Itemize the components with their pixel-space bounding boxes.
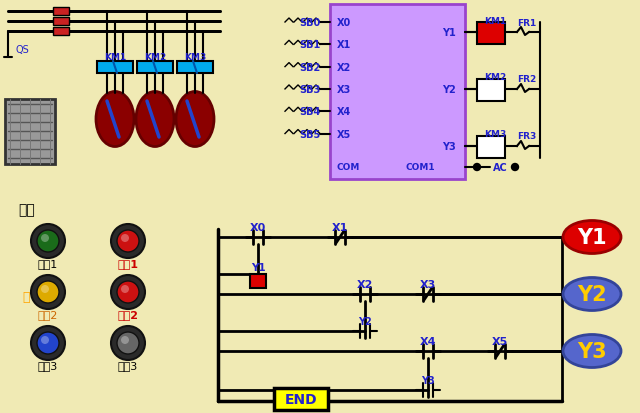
Circle shape <box>511 164 518 171</box>
Circle shape <box>121 336 129 344</box>
Circle shape <box>111 224 145 259</box>
Circle shape <box>117 281 139 303</box>
Circle shape <box>117 230 139 252</box>
Text: X2: X2 <box>337 62 351 72</box>
Text: X0: X0 <box>250 223 266 233</box>
Bar <box>477 23 505 45</box>
Text: SB5: SB5 <box>299 129 320 139</box>
Circle shape <box>31 224 65 259</box>
Text: 🔥: 🔥 <box>22 291 29 304</box>
Bar <box>477 137 505 159</box>
Circle shape <box>37 281 59 303</box>
Circle shape <box>37 230 59 252</box>
Bar <box>274 388 328 410</box>
Circle shape <box>121 235 129 242</box>
Circle shape <box>474 164 481 171</box>
Bar <box>250 274 266 288</box>
Text: END: END <box>285 392 317 406</box>
Text: KM3: KM3 <box>484 130 506 139</box>
Circle shape <box>37 332 59 354</box>
Text: X1: X1 <box>337 40 351 50</box>
Text: SB3: SB3 <box>299 85 320 95</box>
Text: FR1: FR1 <box>517 19 536 27</box>
Text: Y2: Y2 <box>577 284 607 304</box>
Text: 启动2: 启动2 <box>38 309 58 319</box>
Text: Y3: Y3 <box>577 341 607 361</box>
Bar <box>53 18 69 26</box>
Text: KM3: KM3 <box>184 52 206 62</box>
Text: X2: X2 <box>357 279 373 289</box>
Text: SB0: SB0 <box>299 18 320 28</box>
Bar <box>53 28 69 36</box>
Circle shape <box>121 285 129 293</box>
Text: X5: X5 <box>492 336 508 346</box>
Circle shape <box>111 326 145 360</box>
Text: Y2: Y2 <box>358 316 372 326</box>
Text: X1: X1 <box>332 223 348 233</box>
Text: SB2: SB2 <box>299 62 320 72</box>
Text: 电源: 电源 <box>18 202 35 216</box>
Text: AC: AC <box>493 163 508 173</box>
Bar <box>97 62 133 74</box>
Text: X3: X3 <box>337 85 351 95</box>
Circle shape <box>31 275 65 309</box>
Text: FR2: FR2 <box>517 75 536 84</box>
Bar <box>137 62 173 74</box>
Text: 停止3: 停止3 <box>118 360 138 370</box>
Bar <box>5 100 55 165</box>
Ellipse shape <box>563 335 621 368</box>
Circle shape <box>117 332 139 354</box>
Text: KM2: KM2 <box>144 52 166 62</box>
Text: 停止1: 停止1 <box>118 259 138 268</box>
Text: COM1: COM1 <box>405 163 435 172</box>
Circle shape <box>41 235 49 242</box>
Text: Y3: Y3 <box>421 375 435 385</box>
Text: X0: X0 <box>337 18 351 28</box>
Bar <box>477 80 505 102</box>
Circle shape <box>31 326 65 360</box>
Text: 启动1: 启动1 <box>38 259 58 268</box>
Circle shape <box>41 285 49 293</box>
Bar <box>53 8 69 16</box>
Ellipse shape <box>563 221 621 254</box>
Text: KM1: KM1 <box>104 52 126 62</box>
Text: X5: X5 <box>337 129 351 139</box>
Text: Y1: Y1 <box>442 28 456 38</box>
Text: 停止2: 停止2 <box>118 309 138 319</box>
Text: Y1: Y1 <box>577 228 607 247</box>
Text: Y2: Y2 <box>442 85 456 95</box>
Text: X3: X3 <box>420 279 436 289</box>
Text: QS: QS <box>15 45 29 55</box>
Text: X4: X4 <box>420 336 436 346</box>
Text: KM2: KM2 <box>484 74 506 82</box>
Text: 启动3: 启动3 <box>38 360 58 370</box>
Ellipse shape <box>96 92 134 147</box>
Ellipse shape <box>176 92 214 147</box>
Ellipse shape <box>563 278 621 311</box>
Circle shape <box>41 336 49 344</box>
Bar <box>177 62 213 74</box>
Circle shape <box>111 275 145 309</box>
Text: SB1: SB1 <box>299 40 320 50</box>
Text: Y3: Y3 <box>442 142 456 152</box>
Text: KM1: KM1 <box>484 17 506 26</box>
Text: FR3: FR3 <box>517 132 536 141</box>
Text: COM: COM <box>336 163 360 172</box>
Bar <box>330 5 465 180</box>
Text: Y1: Y1 <box>251 262 266 272</box>
Text: SB4: SB4 <box>299 107 320 117</box>
Text: X4: X4 <box>337 107 351 117</box>
Ellipse shape <box>136 92 174 147</box>
